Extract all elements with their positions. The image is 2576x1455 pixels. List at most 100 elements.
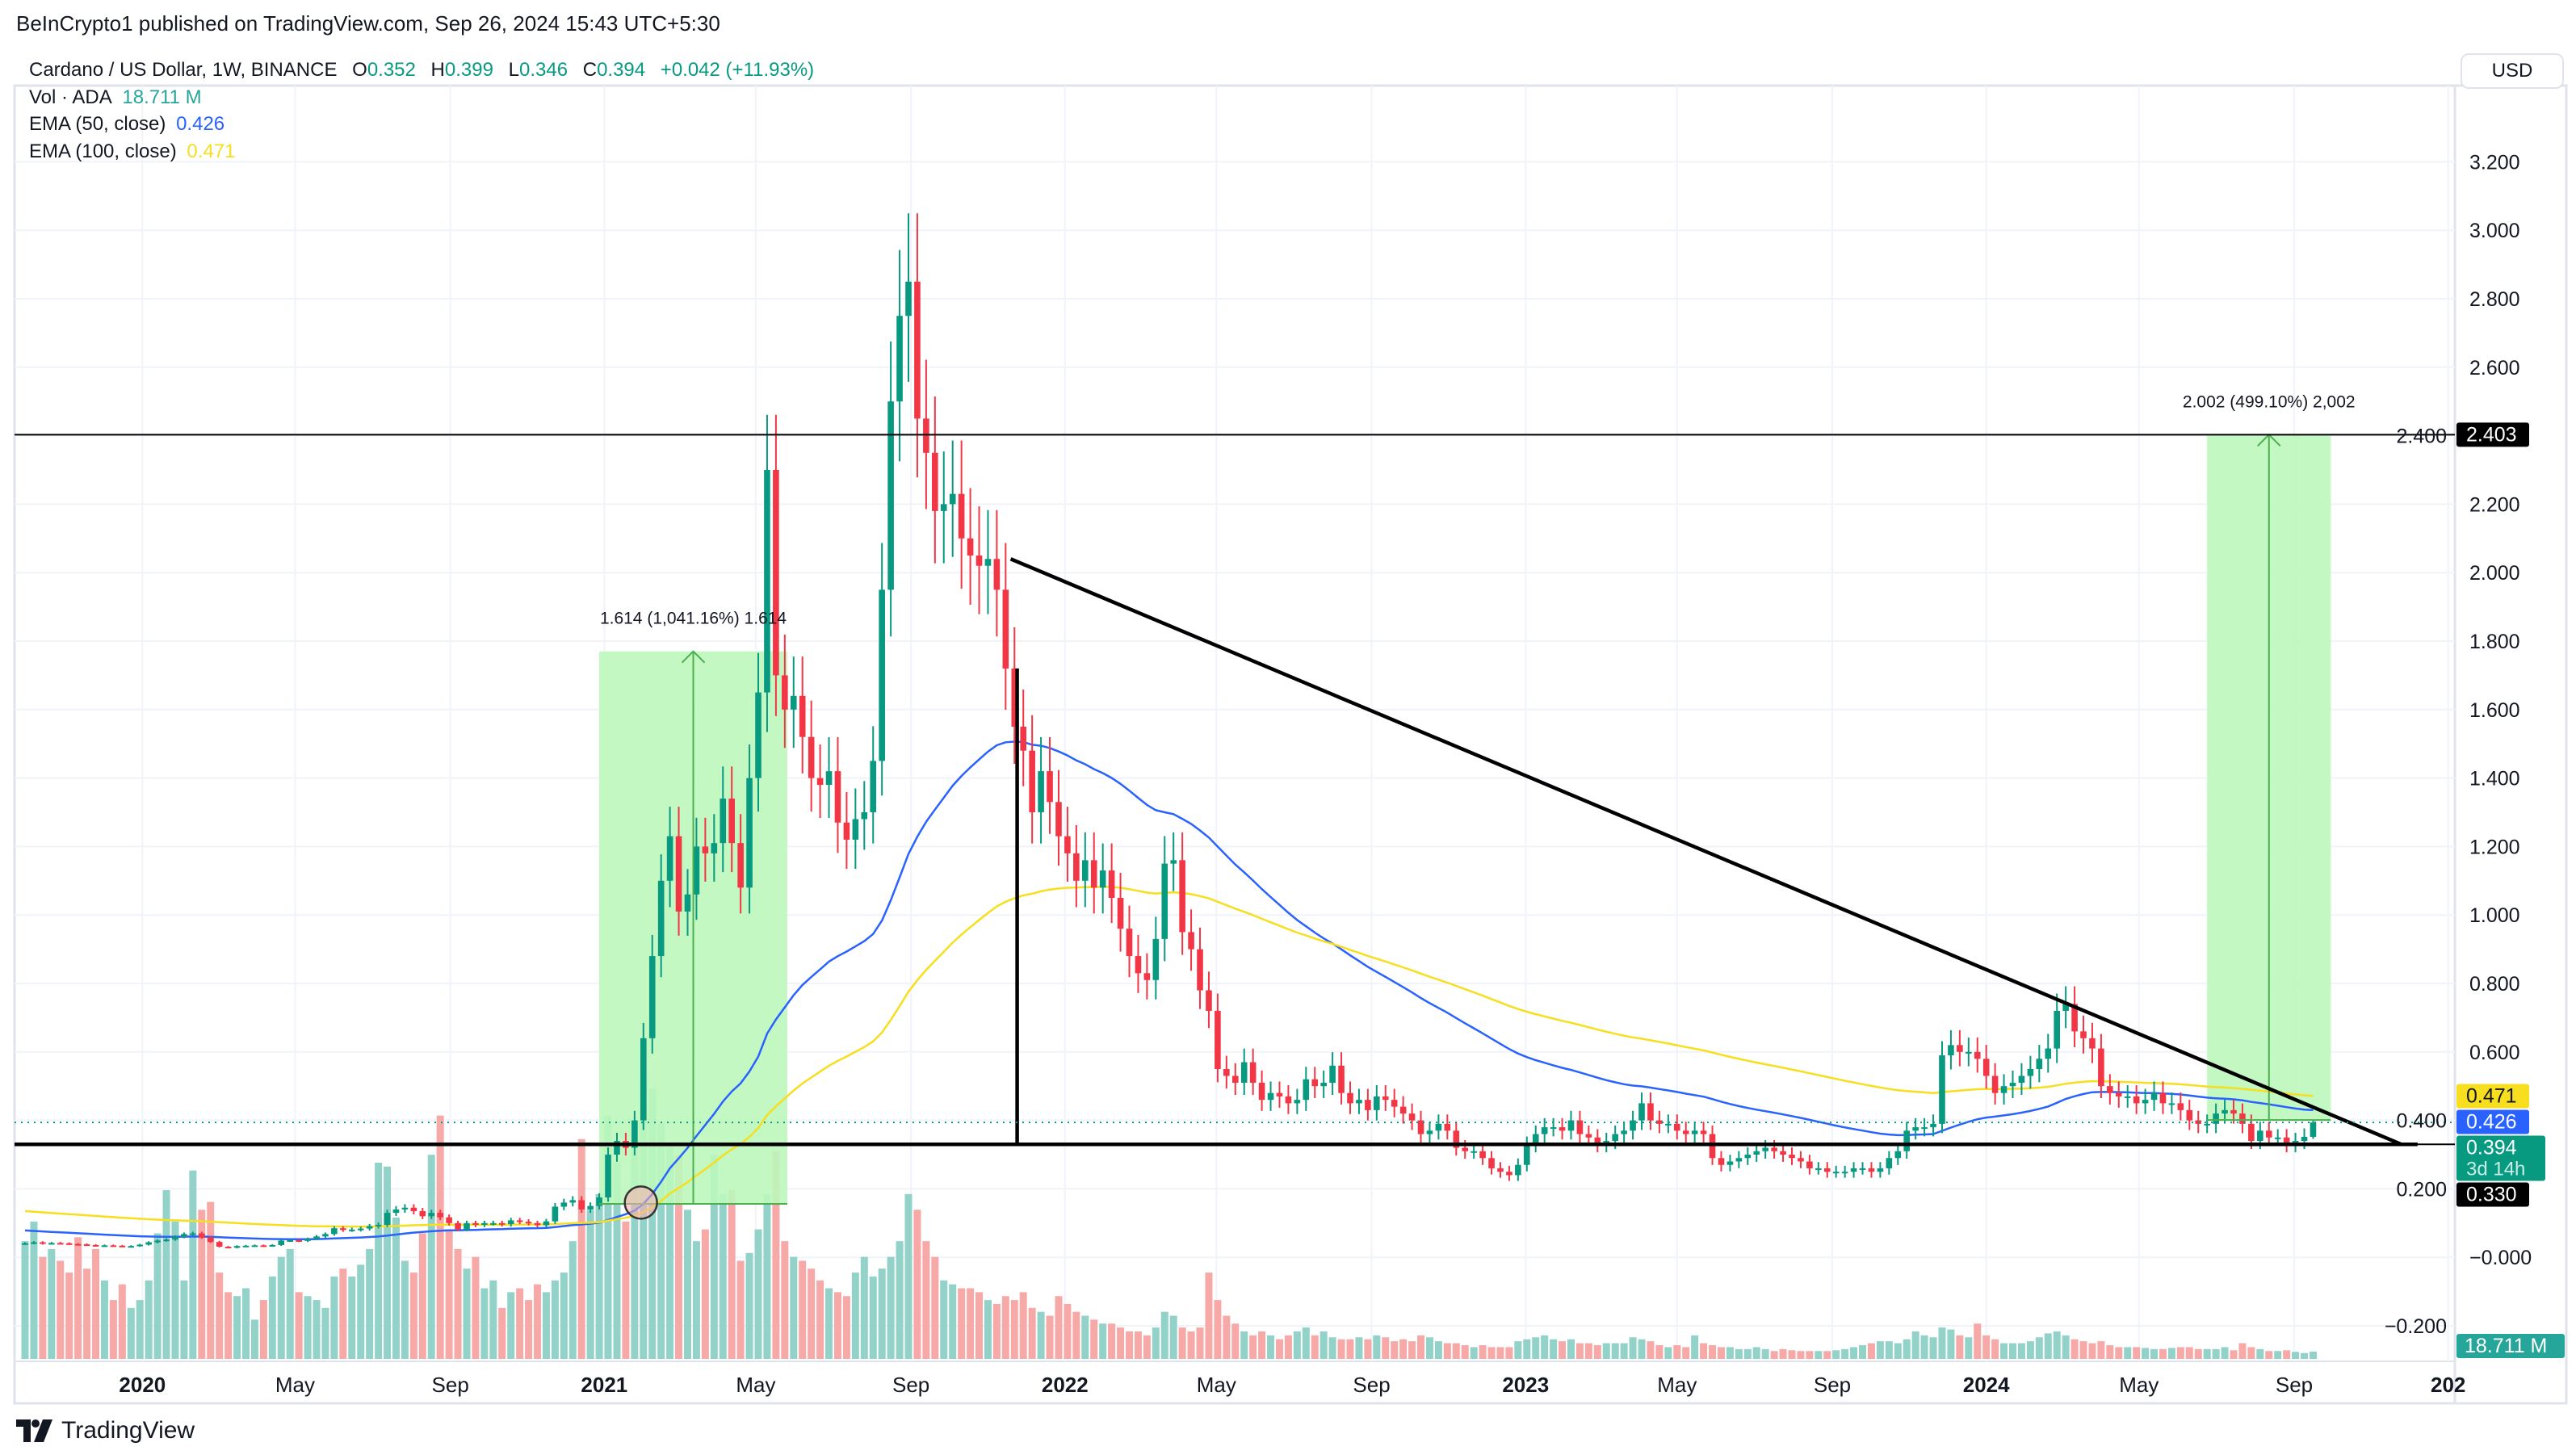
- volume-bar: [198, 1210, 206, 1359]
- candle-body: [242, 1245, 250, 1247]
- volume-bar: [613, 1162, 621, 1359]
- volume-bar: [2256, 1348, 2264, 1359]
- volume-bar: [357, 1264, 365, 1359]
- volume-bar: [1355, 1337, 1363, 1359]
- candle-body: [1240, 1062, 1248, 1083]
- descending-trendline: [1009, 557, 2402, 1147]
- volume-bar: [754, 1229, 762, 1359]
- volume-bar: [1709, 1344, 1717, 1359]
- volume-bar: [736, 1260, 745, 1359]
- candle-body: [2239, 1113, 2246, 1124]
- candle-body: [1338, 1065, 1345, 1093]
- volume-bar: [1885, 1341, 1893, 1359]
- volume-bar: [2062, 1335, 2070, 1359]
- tradingview-logo-icon: [16, 1419, 52, 1442]
- candle-body: [2000, 1086, 2008, 1093]
- candle-body: [720, 799, 727, 844]
- currency-button[interactable]: USD: [2461, 53, 2564, 89]
- volume-bar: [1461, 1344, 1469, 1359]
- volume-bar: [1134, 1331, 1142, 1359]
- candle-body: [1868, 1168, 1875, 1172]
- candle-body: [31, 1242, 37, 1244]
- ema50-row: EMA (50, close) 0.426: [29, 111, 819, 138]
- volume-bar: [65, 1273, 73, 1359]
- volume-bar: [1726, 1347, 1734, 1359]
- candle-body: [1329, 1065, 1336, 1083]
- volume-bar: [1876, 1341, 1884, 1359]
- volume-bar: [1903, 1339, 1911, 1359]
- candle-body: [1726, 1161, 1734, 1165]
- candle-body: [207, 1237, 214, 1243]
- volume-bar: [418, 1233, 426, 1359]
- volume-bar: [74, 1237, 82, 1359]
- candle-body: [1320, 1082, 1327, 1087]
- volume-bar: [1214, 1300, 1222, 1359]
- x-tick-label: May: [1657, 1373, 1697, 1397]
- volume-bar: [1752, 1347, 1760, 1359]
- volume-bar: [1620, 1343, 1628, 1359]
- volume-bar: [2142, 1348, 2150, 1359]
- candle-body: [199, 1233, 205, 1238]
- volume-bar: [1541, 1335, 1549, 1359]
- candle-body: [2301, 1136, 2308, 1142]
- volume-label[interactable]: Vol · ADA: [29, 86, 112, 108]
- candle-body: [163, 1239, 170, 1242]
- ema50-label[interactable]: EMA (50, close): [29, 113, 166, 135]
- candle-body: [1585, 1134, 1592, 1138]
- ema100-line: [24, 886, 2314, 1228]
- volume-bar: [958, 1288, 966, 1359]
- x-tick-label: Sep: [892, 1373, 929, 1397]
- candle-body: [887, 401, 894, 590]
- volume-bar: [648, 1088, 657, 1359]
- candle-body: [596, 1197, 602, 1206]
- candle-body: [136, 1244, 144, 1247]
- candle-body: [1850, 1168, 1857, 1172]
- candle-body: [2213, 1113, 2219, 1124]
- volume-bar: [1117, 1327, 1125, 1359]
- volume-bar: [454, 1248, 462, 1359]
- candle-body: [1930, 1123, 1936, 1128]
- volume-bar: [1311, 1335, 1319, 1359]
- price-label-bg: [2456, 422, 2529, 447]
- candle-body: [1806, 1161, 1813, 1168]
- volume-bar: [1028, 1307, 1036, 1359]
- candle-body: [2283, 1137, 2290, 1145]
- price-label-bg: [2456, 1135, 2545, 1181]
- volume-bar: [1673, 1344, 1681, 1359]
- volume-bar: [878, 1268, 886, 1359]
- volume-bar: [2133, 1347, 2141, 1359]
- volume-bar: [816, 1280, 824, 1359]
- candle-body: [2027, 1069, 2034, 1076]
- candle-body: [2204, 1123, 2210, 1126]
- volume-bar: [109, 1300, 117, 1359]
- volume-bar: [1479, 1344, 1487, 1359]
- volume-bar: [1655, 1344, 1663, 1359]
- candle-body: [507, 1220, 514, 1225]
- y-tick-label: 2.200: [2469, 493, 2520, 516]
- candle-body: [1161, 863, 1168, 939]
- volume-bar: [2247, 1347, 2255, 1359]
- ema100-label[interactable]: EMA (100, close): [29, 140, 177, 162]
- candle-body: [1762, 1147, 1768, 1151]
- y-tick-label: −0.200: [2385, 1315, 2447, 1338]
- candle-body: [154, 1240, 161, 1243]
- volume-bar: [1399, 1339, 1408, 1359]
- volume-bar: [507, 1292, 515, 1359]
- volume-bar: [1001, 1296, 1009, 1359]
- candle-body: [1594, 1137, 1601, 1145]
- candle-body: [472, 1222, 479, 1225]
- candle-body: [233, 1246, 241, 1248]
- tradingview-logo[interactable]: TradingView: [16, 1417, 195, 1445]
- volume-bar: [401, 1260, 409, 1359]
- symbol-name[interactable]: Cardano / US Dollar, 1W, BINANCE: [29, 59, 338, 81]
- volume-bar: [1187, 1331, 1195, 1359]
- candle-body: [984, 559, 992, 566]
- volume-bar: [2115, 1347, 2123, 1359]
- volume-bar: [1559, 1341, 1567, 1359]
- candle-body: [631, 1120, 638, 1148]
- candle-body: [83, 1244, 90, 1247]
- volume-bar: [808, 1268, 816, 1359]
- candle-body: [958, 493, 965, 539]
- volume-bar: [560, 1273, 568, 1359]
